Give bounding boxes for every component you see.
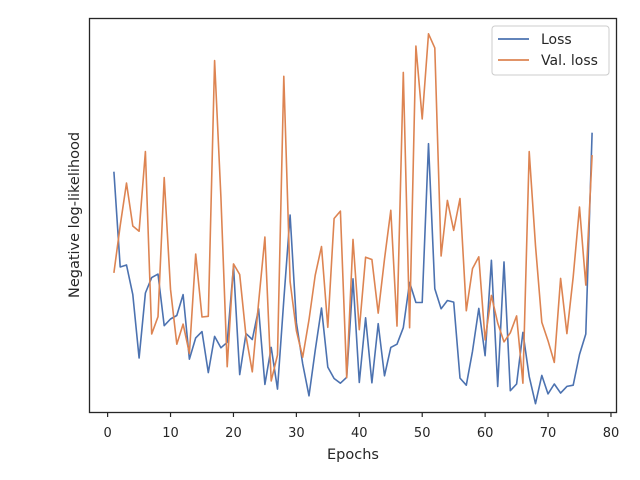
plot-area (113, 32, 593, 405)
x-tick-label: 40 (351, 426, 368, 441)
legend-label-loss: Loss (541, 32, 572, 48)
x-tick-label: 10 (162, 426, 179, 441)
x-tick-label: 20 (225, 426, 242, 441)
plot-frame (88, 17, 618, 414)
series-line-loss (113, 132, 593, 405)
x-tick-label: 60 (477, 426, 494, 441)
legend-label-val-loss: Val. loss (541, 53, 598, 69)
y-axis-label: Negative log-likelihood (67, 132, 83, 298)
x-axis-label: Epochs (327, 447, 379, 463)
x-tick-label: 30 (288, 426, 305, 441)
x-tick-label: 70 (540, 426, 557, 441)
series-line-val-loss (113, 32, 593, 385)
x-tick-label: 80 (603, 426, 620, 441)
x-axis-ticks: 0 10 20 30 40 50 60 70 80 (103, 412, 619, 441)
x-tick-label: 50 (414, 426, 431, 441)
x-tick-label: 0 (103, 426, 111, 441)
legend: Loss Val. loss (491, 25, 610, 76)
